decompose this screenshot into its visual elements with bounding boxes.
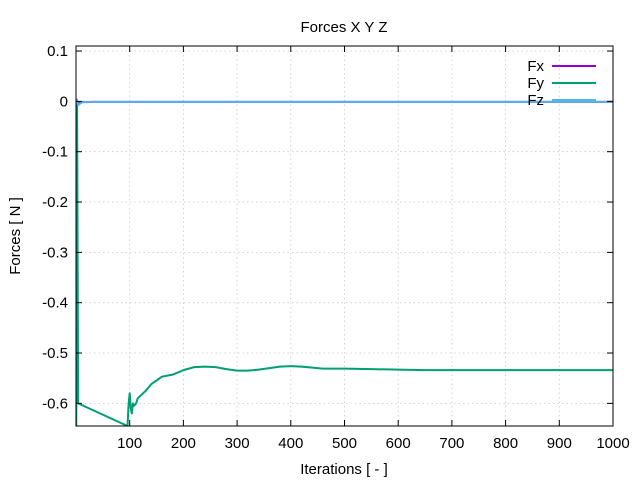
chart-title: Forces X Y Z <box>301 19 388 36</box>
series-line-fy <box>76 100 613 426</box>
y-tick-label: -0.5 <box>42 345 68 362</box>
x-tick-label: 600 <box>386 435 411 452</box>
y-tick-label: -0.4 <box>42 295 68 312</box>
x-tick-label: 400 <box>278 435 303 452</box>
y-tick-label: -0.6 <box>42 395 68 412</box>
x-tick-label: 200 <box>171 435 196 452</box>
plot-area <box>76 98 613 426</box>
y-tick-label: -0.2 <box>42 194 68 211</box>
grid <box>76 46 613 426</box>
axis-ticks: 100 200 300 400 500 600 700 800 900 1000 0.1 0 -0.1 -… <box>42 43 630 452</box>
legend-label-fy: Fy <box>527 75 544 92</box>
y-tick-label: 0.1 <box>47 43 68 60</box>
x-tick-label: 300 <box>225 435 250 452</box>
y-tick-label: -0.3 <box>42 244 68 261</box>
legend-label-fx: Fx <box>527 58 544 75</box>
x-axis-title: Iterations [ - ] <box>300 461 388 478</box>
legend-label-fz: Fz <box>527 92 544 109</box>
series-line-fz <box>76 98 613 106</box>
y-axis-title: Forces [ N ] <box>7 197 24 275</box>
x-tick-label: 800 <box>493 435 518 452</box>
x-tick-label: 1000 <box>596 435 629 452</box>
x-tick-label: 700 <box>439 435 464 452</box>
x-tick-label: 100 <box>117 435 142 452</box>
x-tick-label: 900 <box>547 435 572 452</box>
x-tick-label: 500 <box>332 435 357 452</box>
y-tick-label: 0 <box>60 93 68 110</box>
y-tick-label: -0.1 <box>42 144 68 161</box>
